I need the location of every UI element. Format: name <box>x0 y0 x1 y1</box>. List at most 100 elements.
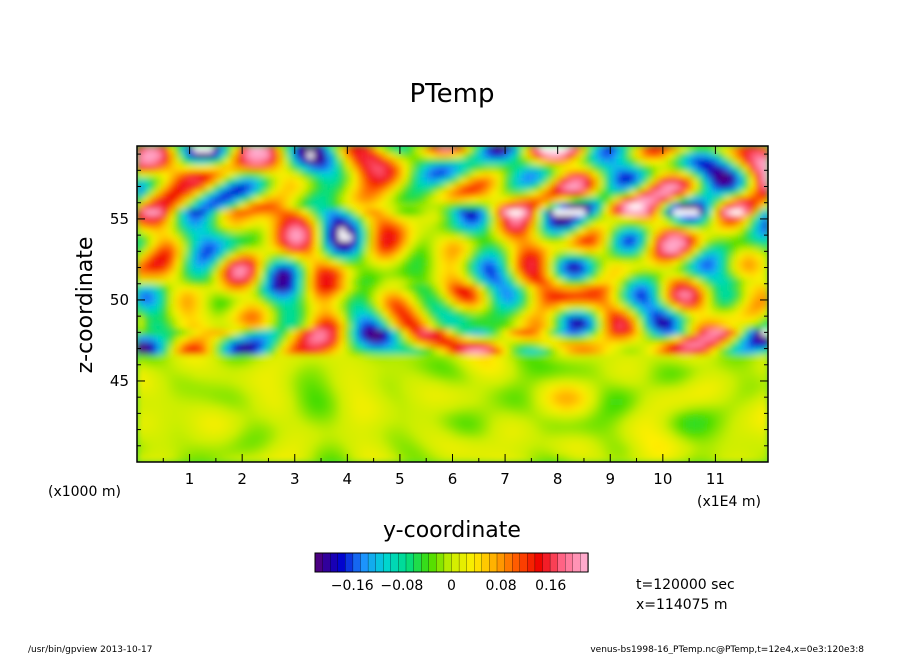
heatmap-cell <box>256 367 264 375</box>
heatmap-cell <box>717 310 725 318</box>
heatmap-cell <box>667 196 674 204</box>
heatmap-cell <box>313 253 321 261</box>
heatmap-cell <box>635 329 643 337</box>
heatmap-cell <box>667 291 674 299</box>
heatmap-cell <box>181 152 189 160</box>
heatmap-cell <box>603 215 611 223</box>
heatmap-cell <box>326 455 334 462</box>
heatmap-cell <box>383 272 390 280</box>
heatmap-cell <box>490 196 498 204</box>
heatmap-cell <box>345 436 353 444</box>
heatmap-cell <box>717 405 725 413</box>
heatmap-cell <box>263 373 271 381</box>
heatmap-cell <box>723 259 731 267</box>
heatmap-cell <box>402 316 409 324</box>
heatmap-cell <box>395 146 403 153</box>
heatmap-cell <box>212 152 220 160</box>
heatmap-cell <box>301 221 308 229</box>
heatmap-cell <box>307 392 315 400</box>
heatmap-cell <box>193 266 201 273</box>
heatmap-cell <box>338 310 346 318</box>
heatmap-cell <box>490 177 498 185</box>
heatmap-cell <box>402 202 409 210</box>
heatmap-cell <box>345 354 353 362</box>
heatmap-cell <box>534 392 542 400</box>
heatmap-cell <box>667 348 674 356</box>
heatmap-cell <box>351 367 359 375</box>
heatmap-cell <box>484 348 491 356</box>
heatmap-cell <box>181 411 189 419</box>
heatmap-cell <box>749 316 756 324</box>
heatmap-cell <box>439 278 447 286</box>
heatmap-cell <box>692 341 700 349</box>
heatmap-cell <box>364 209 372 217</box>
heatmap-cell <box>458 152 466 160</box>
heatmap-cell <box>313 367 321 375</box>
heatmap-cell <box>389 398 397 406</box>
heatmap-cell <box>698 183 706 191</box>
heatmap-cell <box>711 240 719 248</box>
heatmap-cell <box>376 360 384 368</box>
heatmap-cell <box>553 424 561 431</box>
heatmap-cell <box>294 215 302 223</box>
heatmap-cell <box>597 253 605 261</box>
heatmap-cell <box>477 360 485 368</box>
heatmap-cell <box>698 354 706 362</box>
heatmap-cell <box>162 285 170 292</box>
heatmap-cell <box>730 234 738 242</box>
heatmap-cell <box>187 316 195 324</box>
heatmap-cell <box>635 379 643 387</box>
heatmap-cell <box>749 424 756 431</box>
heatmap-cell <box>496 291 504 299</box>
heatmap-cell <box>553 354 561 362</box>
heatmap-cell <box>711 417 719 425</box>
heatmap-cell <box>345 221 353 229</box>
heatmap-cell <box>648 196 656 204</box>
heatmap-cell <box>427 228 435 236</box>
heatmap-cell <box>673 360 681 368</box>
heatmap-cell <box>288 443 296 450</box>
heatmap-cell <box>155 247 163 255</box>
heatmap-cell <box>181 417 189 425</box>
heatmap-cell <box>742 247 750 255</box>
heatmap-cell <box>603 221 611 229</box>
heatmap-cell <box>566 304 573 311</box>
heatmap-cell <box>389 405 397 413</box>
heatmap-cell <box>452 430 460 438</box>
heatmap-cell <box>414 215 422 223</box>
heatmap-cell <box>168 405 176 413</box>
heatmap-cell <box>269 158 277 166</box>
heatmap-cell <box>294 253 302 261</box>
heatmap-cell <box>559 158 567 166</box>
heatmap-cell <box>200 398 208 406</box>
heatmap-cell <box>402 386 409 394</box>
heatmap-cell <box>610 354 618 362</box>
heatmap-cell <box>332 386 340 394</box>
heatmap-cell <box>534 221 542 229</box>
heatmap-cell <box>648 259 656 267</box>
heatmap-cell <box>376 341 384 349</box>
heatmap-cell <box>730 354 738 362</box>
heatmap-cell <box>452 322 460 330</box>
heatmap-cell <box>351 436 359 444</box>
heatmap-cell <box>465 430 473 438</box>
heatmap-cell <box>212 215 220 223</box>
heatmap-cell <box>446 411 454 419</box>
heatmap-cell <box>667 152 674 160</box>
heatmap-cell <box>711 392 719 400</box>
heatmap-cell <box>244 430 252 438</box>
heatmap-cell <box>610 215 618 223</box>
heatmap-cell <box>755 285 763 292</box>
heatmap-cell <box>679 449 687 457</box>
heatmap-cell <box>452 285 460 292</box>
heatmap-cell <box>282 221 290 229</box>
heatmap-cell <box>383 386 390 394</box>
heatmap-cell <box>704 455 712 462</box>
heatmap-cell <box>629 164 637 172</box>
heatmap-cell <box>301 348 308 356</box>
heatmap-cell <box>490 259 498 267</box>
heatmap-cell <box>193 215 201 223</box>
heatmap-cell <box>357 360 365 368</box>
heatmap-cell <box>749 367 756 375</box>
heatmap-cell <box>244 411 252 419</box>
